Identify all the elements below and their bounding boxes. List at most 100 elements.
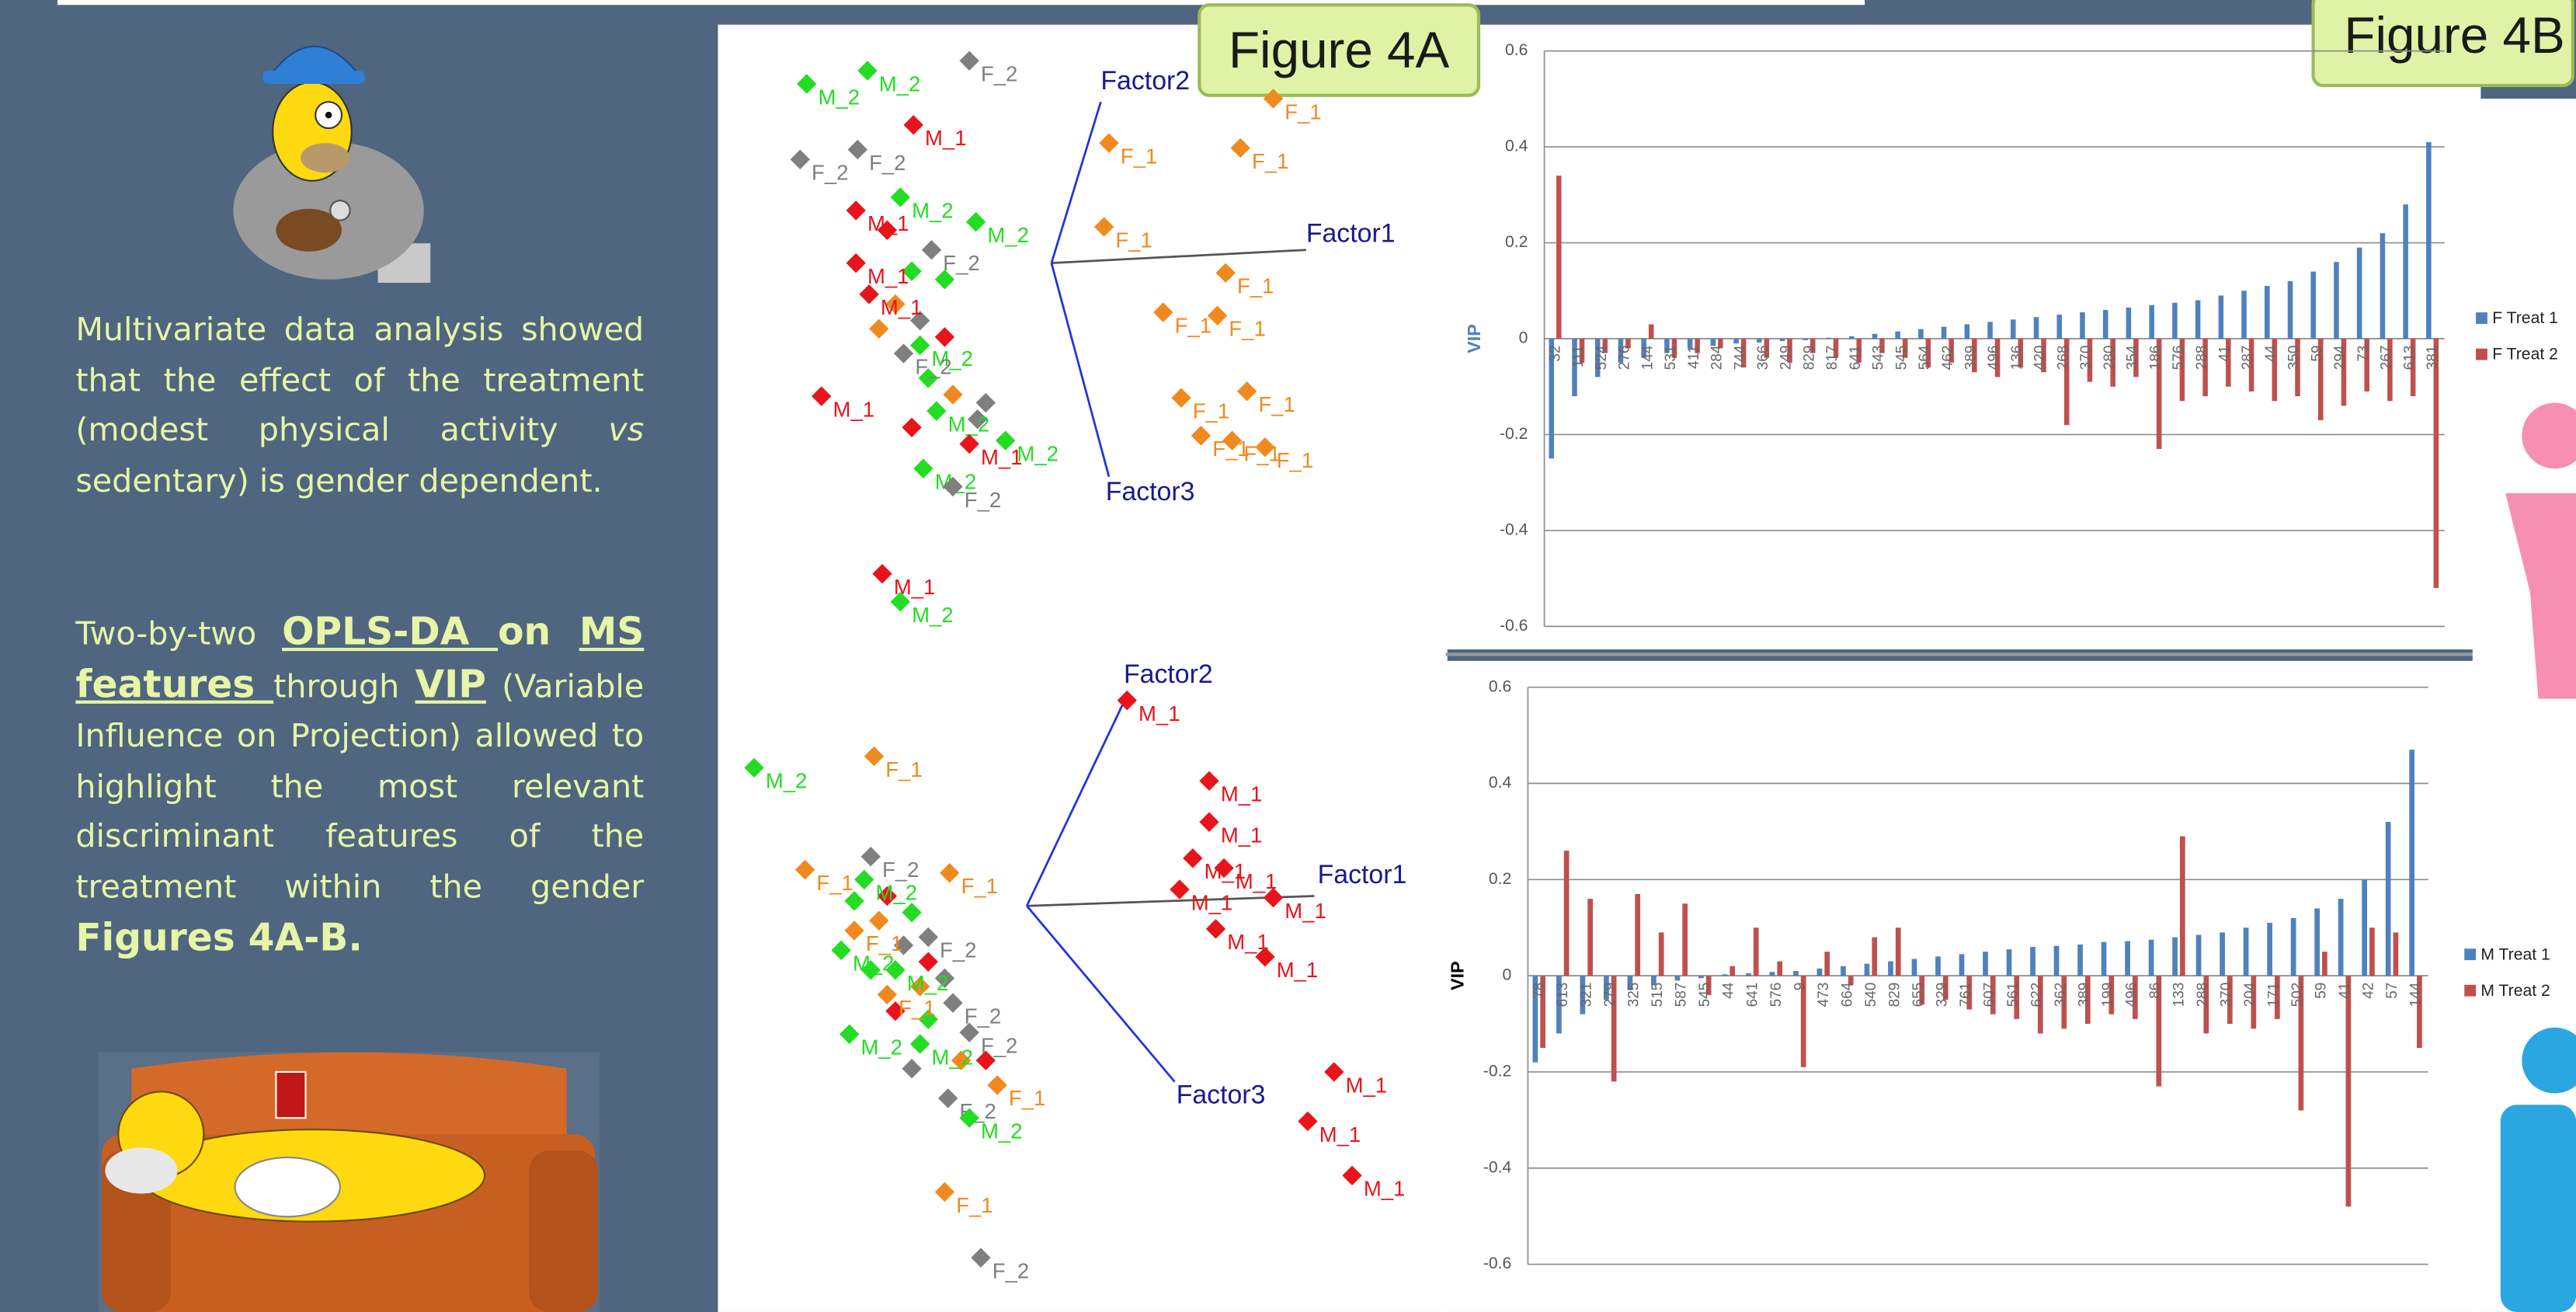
point-label: F_1 [1237, 274, 1274, 298]
bar [2172, 303, 2178, 339]
bar [2393, 932, 2399, 976]
x-tick-label: 86 [2147, 983, 2164, 999]
x-tick-label: 44 [2263, 345, 2279, 362]
x-tick-label: 389 [1963, 345, 1980, 370]
bar [2265, 286, 2270, 339]
x-tick-label: 111 [1570, 345, 1587, 367]
x-tick-label: 59 [2309, 345, 2325, 361]
x-tick-label: 41 [2217, 345, 2234, 361]
legend-swatch [2464, 985, 2476, 997]
y-tick-label: 0 [1502, 966, 1511, 984]
bar [2291, 918, 2296, 976]
bar [1635, 894, 1640, 976]
point-label: M_2 [907, 971, 948, 995]
legend-swatch [2476, 312, 2487, 324]
bar [1959, 954, 1965, 976]
x-tick-label: 276 [1617, 345, 1633, 370]
point-label: M_2 [766, 769, 807, 793]
text: vs [608, 412, 644, 450]
x-tick-label: 744 [1732, 345, 1748, 370]
x-tick-label: 370 [2078, 345, 2095, 370]
text: through [273, 666, 415, 705]
point-label: F_1 [1121, 144, 1157, 168]
legend-swatch [2464, 948, 2476, 960]
x-tick-label: 133 [2171, 983, 2187, 1007]
legend-swatch [2476, 349, 2487, 360]
bar [1865, 964, 1870, 976]
point-label: F_1 [1115, 228, 1152, 252]
x-tick-label: 613 [2401, 345, 2418, 370]
x-tick-label: 761 [1958, 983, 1974, 1007]
x-tick-label: 284 [1709, 345, 1726, 370]
x-tick-label: 381 [2425, 345, 2441, 370]
point-label: F_2 [965, 488, 1001, 512]
point-label: F_2 [869, 151, 906, 175]
x-tick-label: 136 [2009, 345, 2025, 370]
bar [2241, 291, 2247, 339]
bar [1872, 938, 1877, 976]
y-tick-label: 0.4 [1505, 137, 1528, 155]
x-tick-label: 171 [2265, 983, 2282, 1007]
figure-label: Figure 4B [2344, 7, 2564, 64]
factor-label: Factor3 [1106, 477, 1195, 506]
point-label: F_1 [1277, 448, 1313, 472]
x-tick-label: 496 [1986, 345, 2002, 370]
bar [1777, 962, 1782, 976]
x-tick-label: 545 [1893, 345, 1910, 370]
point-label: M_1 [1236, 869, 1277, 893]
point-label: F_1 [816, 871, 853, 895]
point-label: M_1 [867, 211, 909, 235]
bar [1983, 952, 1988, 976]
x-tick-label: 515 [1650, 983, 1666, 1007]
paragraph: Two-by-two OPLS-DA on MS features throug… [75, 608, 644, 966]
top-strip [57, 0, 1865, 5]
bar [2314, 908, 2320, 976]
bar [1587, 899, 1593, 976]
bar [1895, 332, 1900, 339]
y-tick-label: 0.2 [1505, 233, 1528, 251]
bar [1675, 976, 1681, 980]
x-tick-label: 622 [2028, 983, 2045, 1007]
y-tick-label: 0 [1519, 329, 1528, 347]
x-tick-label: 144 [2407, 982, 2424, 1007]
x-tick-label: 545 [1697, 983, 1713, 1007]
y-tick-label: 0.6 [1489, 677, 1511, 695]
bar [1730, 966, 1735, 976]
paragraph: Multivariate data analysis showed that t… [75, 306, 644, 507]
legend-label: M Treat 2 [2480, 982, 2550, 1000]
point-label: F_1 [961, 874, 998, 898]
bar [1698, 976, 1704, 978]
bar [2434, 339, 2439, 588]
x-tick-label: 366 [1755, 345, 1771, 370]
bar [1965, 324, 1970, 339]
x-tick-label: 249 [1778, 345, 1795, 370]
text: Multivariate data analysis showed that t… [75, 311, 644, 449]
bar [2196, 935, 2202, 976]
bar [2267, 923, 2272, 976]
x-tick-label: 41 [2337, 983, 2353, 999]
point-label: F_1 [1229, 317, 1265, 341]
bar [1888, 962, 1893, 976]
point-label: F_2 [981, 1033, 1017, 1057]
x-tick-label: 9 [1792, 983, 1808, 991]
x-tick-label: 32 [1547, 345, 1563, 361]
bar [2409, 750, 2414, 976]
x-tick-label: 204 [2242, 982, 2258, 1007]
bar [2346, 976, 2352, 1206]
x-tick-label: 186 [2147, 345, 2164, 370]
bar [1746, 973, 1751, 976]
point-label: F_1 [1243, 442, 1280, 466]
bar [2125, 941, 2130, 976]
point-label: M_2 [861, 1035, 902, 1060]
y-tick-label: -0.6 [1500, 617, 1528, 635]
bar [1757, 339, 1762, 343]
point-label: F_1 [1175, 313, 1212, 337]
x-tick-label: 294 [2332, 345, 2348, 370]
point-label: M_1 [1139, 701, 1180, 726]
bar [2362, 879, 2367, 976]
point-label: F_2 [940, 938, 976, 962]
x-tick-label: 280 [2101, 345, 2118, 370]
point-label: F_2 [915, 354, 951, 378]
x-tick-label: 641 [1744, 983, 1761, 1007]
text: on [498, 611, 579, 654]
